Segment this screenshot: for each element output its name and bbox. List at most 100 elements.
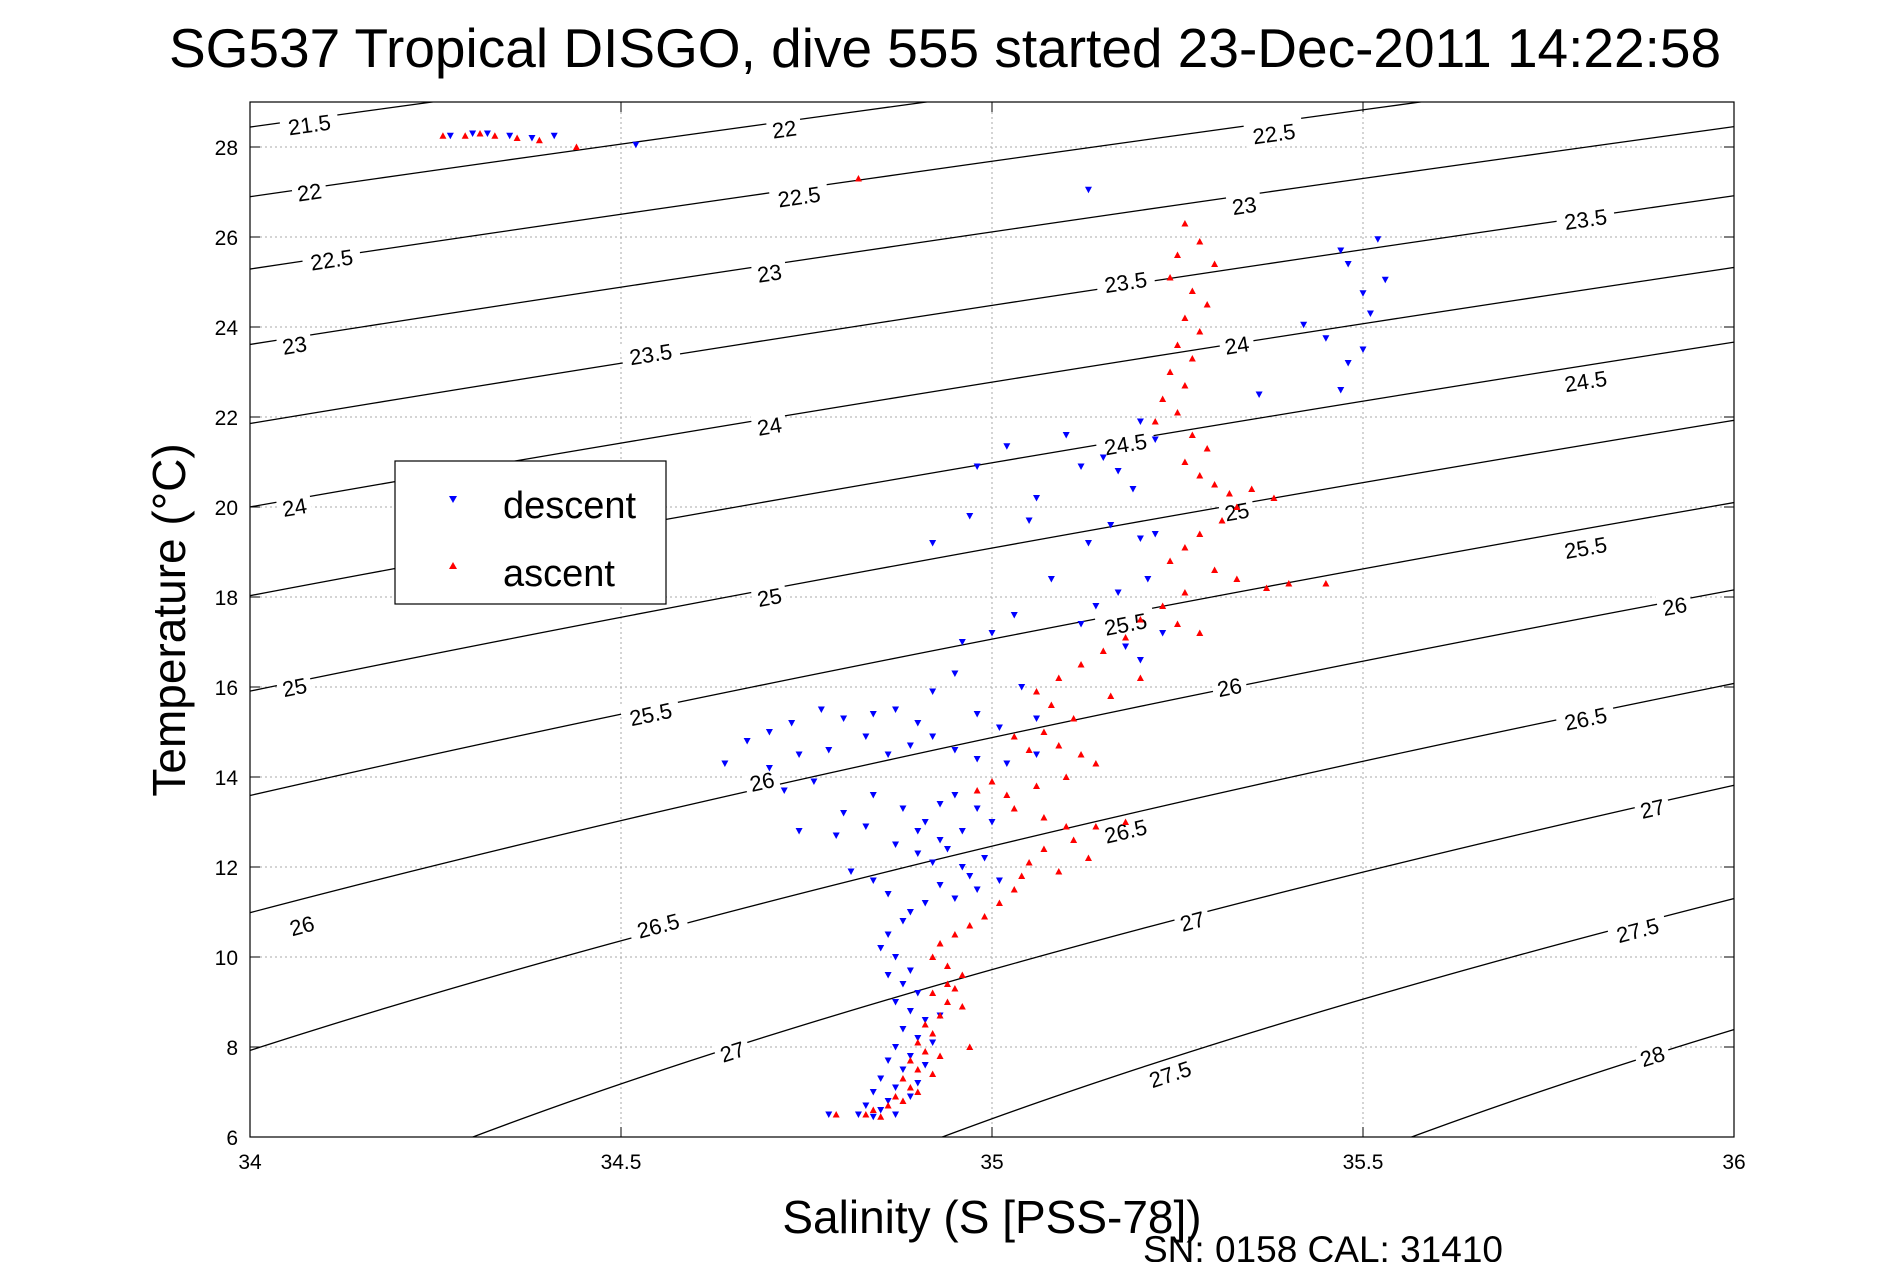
descent-point <box>929 733 937 740</box>
isopycnal-label-bg <box>1138 1052 1202 1096</box>
y-tick-label: 24 <box>215 317 239 340</box>
descent-point <box>951 747 959 754</box>
ascent-point <box>899 1075 907 1082</box>
ascent-point <box>1166 557 1174 564</box>
descent-point <box>877 1075 885 1082</box>
x-axis-label: Salinity (S [PSS-78]) <box>782 1191 1201 1243</box>
ascent-point <box>461 132 469 139</box>
isopycnal-line <box>250 125 1734 346</box>
y-tick-label: 6 <box>226 1127 238 1150</box>
isopycnal-label: 22 <box>296 178 324 206</box>
descent-point <box>921 1062 929 1069</box>
descent-point <box>1136 535 1144 542</box>
descent-point <box>973 805 981 812</box>
descent-point <box>825 747 833 754</box>
ascent-point <box>1181 458 1189 465</box>
descent-point <box>869 877 877 884</box>
isopycnal-label-bg <box>1225 190 1263 221</box>
isopycnal-label-bg <box>278 107 340 142</box>
descent-point <box>469 130 477 137</box>
ascent-point <box>1136 616 1144 623</box>
descent-point <box>1300 321 1308 329</box>
isopycnal-label: 26 <box>1660 592 1689 621</box>
descent-point <box>1114 589 1122 596</box>
descent-point <box>1092 603 1100 610</box>
descent-point <box>743 738 751 745</box>
ascent-point <box>914 1039 922 1046</box>
isopycnal-label-bg <box>275 670 314 704</box>
ascent-point <box>1174 251 1181 258</box>
ascent-point <box>1203 301 1211 308</box>
descent-point <box>892 1044 900 1051</box>
descent-point <box>1366 310 1374 317</box>
descent-point <box>1003 760 1011 767</box>
ascent-point <box>1040 728 1048 735</box>
isopycnal-label-bg <box>275 329 314 361</box>
descent-point <box>862 1102 870 1109</box>
y-tick-label: 10 <box>215 947 238 970</box>
isopycnal-label-bg <box>768 179 830 214</box>
descent-point <box>936 837 944 844</box>
descent-point <box>1136 657 1144 664</box>
y-tick-label: 12 <box>215 857 238 880</box>
isopycnal-line <box>250 682 1734 1052</box>
ascent-point <box>943 998 951 1005</box>
descent-point <box>862 823 870 830</box>
isopycnal-label-bg <box>1554 363 1617 399</box>
ascent-point <box>988 778 996 785</box>
x-tick-label: 35 <box>980 1151 1003 1174</box>
ascent-point <box>958 1003 966 1010</box>
ascent-point <box>1122 634 1130 641</box>
isopycnal-label: 26 <box>747 767 776 797</box>
descent-point <box>854 1111 862 1118</box>
descent-point <box>929 859 937 866</box>
isopycnal-label-bg <box>712 1033 753 1070</box>
isopycnal-label-bg <box>1172 904 1213 938</box>
ascent-point <box>1010 805 1018 812</box>
y-tick-label: 22 <box>215 407 238 430</box>
descent-point <box>862 733 870 740</box>
ascent-point <box>958 971 966 978</box>
isopycnal-label-bg <box>765 113 803 145</box>
descent-point <box>973 756 981 763</box>
descent-point <box>1359 290 1367 297</box>
ascent-point <box>1033 782 1041 789</box>
ascent-point <box>1010 733 1018 740</box>
descent-point <box>906 1008 914 1015</box>
isopycnal-label: 22.5 <box>776 182 822 213</box>
isopycnal-label-bg <box>301 242 363 277</box>
descent-point <box>1255 391 1263 398</box>
descent-point <box>906 967 914 974</box>
ascent-point <box>1159 395 1167 402</box>
ascent-point <box>951 985 959 992</box>
descent-point <box>951 792 959 799</box>
legend-descent-marker <box>449 496 457 503</box>
isopycnal-line <box>940 897 1734 1137</box>
x-tick-label: 34.5 <box>601 1151 642 1174</box>
descent-point <box>869 711 877 718</box>
descent-point <box>1010 612 1018 619</box>
descent-point <box>1084 540 1092 547</box>
ascent-point <box>439 132 447 139</box>
isopycnal-label-bg <box>1655 590 1694 622</box>
ascent-point <box>1174 341 1181 348</box>
ascent-point <box>1166 368 1174 375</box>
axis-ticks: 34 34.5 35 35.5 36 6 8 10 12 14 16 18 20 22 24 26 28 <box>215 102 1746 1174</box>
ascent-point <box>943 962 951 969</box>
descent-point <box>1025 517 1033 524</box>
ascent-point <box>1188 431 1196 438</box>
descent-point <box>958 864 966 871</box>
descent-point <box>1003 443 1011 450</box>
isopycnal-label: 23.5 <box>1563 204 1609 235</box>
isopycnal-label-bg <box>750 581 789 613</box>
isopycnal-label-bg <box>1094 264 1157 300</box>
ascent-point <box>1084 854 1092 861</box>
ascent-point <box>491 132 499 139</box>
descent-point <box>884 931 892 938</box>
descent-point <box>1107 522 1115 529</box>
descent-point <box>899 981 907 988</box>
descent-point <box>1033 495 1041 502</box>
ascent-point <box>1062 823 1070 830</box>
descent-point <box>1337 387 1345 394</box>
descent-point <box>550 132 558 140</box>
